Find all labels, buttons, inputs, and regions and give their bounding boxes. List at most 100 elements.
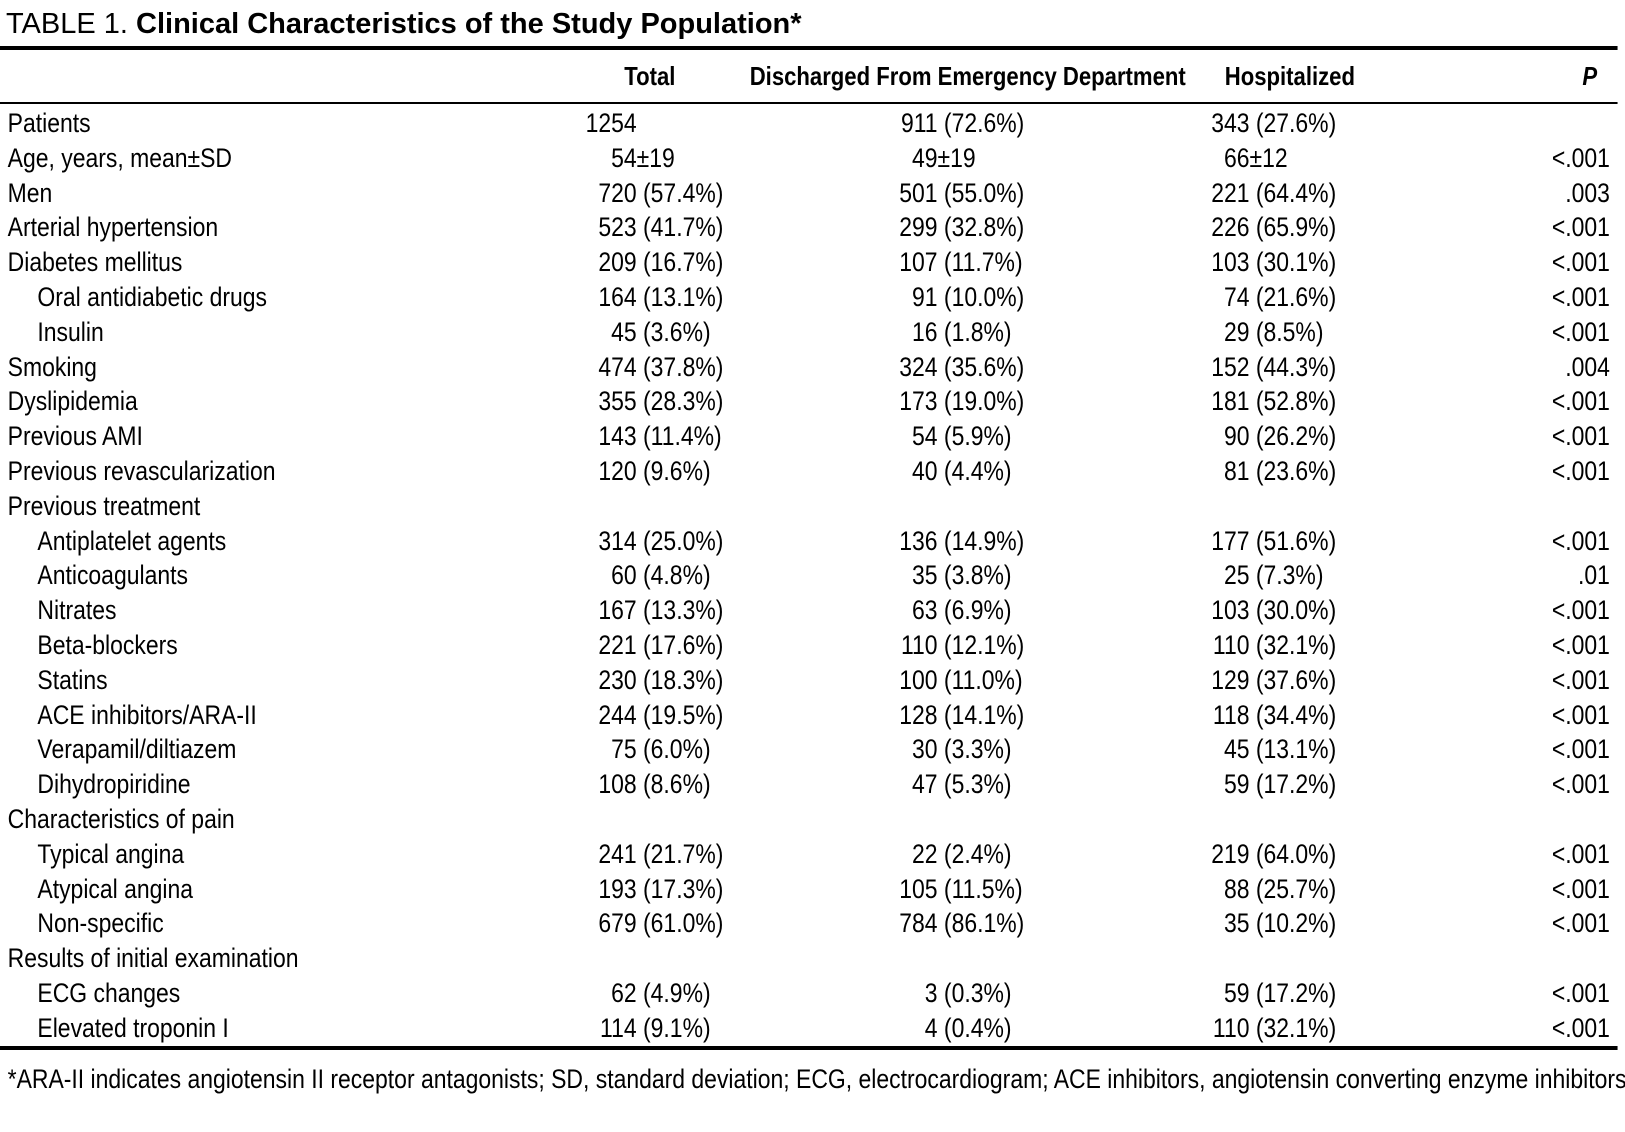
cell-total bbox=[500, 941, 800, 976]
cell-discharged: 22 (2.4%) bbox=[800, 837, 1136, 872]
total-percent: (18.3%) bbox=[636, 664, 724, 695]
hospitalized-count: 66 bbox=[1223, 142, 1250, 173]
discharged-count: 22 bbox=[912, 838, 938, 869]
cell-hospitalized: 103 (30.1%) bbox=[1136, 245, 1445, 280]
cell-total: 314 (25.0%) bbox=[500, 524, 800, 559]
hospitalized-count: 219 bbox=[1211, 838, 1250, 869]
cell-total bbox=[500, 489, 800, 524]
discharged-count: 35 bbox=[912, 560, 938, 591]
cell-discharged: 4 (0.4%) bbox=[800, 1011, 1136, 1046]
cell-discharged: 54 (5.9%) bbox=[800, 419, 1136, 454]
hospitalized-count: 343 bbox=[1211, 108, 1250, 138]
discharged-count: 105 bbox=[899, 873, 938, 904]
cell-hospitalized bbox=[1136, 802, 1445, 837]
table-row: Dyslipidemia 355 (28.3%) 173 (19.0%) 181… bbox=[0, 384, 1618, 419]
total-count: 193 bbox=[598, 873, 637, 904]
column-header-total: Total bbox=[624, 61, 676, 91]
hospitalized-percent: (27.6%) bbox=[1249, 108, 1337, 138]
cell-p-value: <.001 bbox=[1551, 142, 1610, 173]
table-row: Antiplatelet agents 314 (25.0%) 136 (14.… bbox=[0, 524, 1618, 559]
table-row: Age, years, mean±SD 54±19 49±19 66±12 <.… bbox=[0, 141, 1618, 176]
discharged-percent: (14.9%) bbox=[937, 525, 1025, 556]
cell-total: 209 (16.7%) bbox=[500, 245, 800, 280]
cell-hospitalized: 181 (52.8%) bbox=[1136, 384, 1445, 419]
table-row: Typical angina 241 (21.7%) 22 (2.4%) 219… bbox=[0, 837, 1618, 872]
hospitalized-count: 59 bbox=[1223, 977, 1250, 1008]
table-row: Oral antidiabetic drugs 164 (13.1%) 91 (… bbox=[0, 280, 1618, 315]
cell-hospitalized: 110 (32.1%) bbox=[1136, 1011, 1445, 1046]
total-count: 62 bbox=[611, 977, 637, 1008]
cell-total: 62 (4.9%) bbox=[500, 976, 800, 1011]
cell-total: 114 (9.1%) bbox=[500, 1011, 800, 1046]
discharged-count: 4 bbox=[924, 1012, 938, 1043]
total-percent: (13.1%) bbox=[636, 281, 724, 312]
total-count: 114 bbox=[600, 1012, 637, 1043]
cell-p-value: <.001 bbox=[1551, 595, 1610, 626]
discharged-count: 136 bbox=[899, 525, 938, 556]
row-label: Patients bbox=[7, 108, 91, 138]
total-count: 1254 bbox=[585, 108, 637, 138]
total-percent: ±19 bbox=[636, 142, 675, 173]
cell-hospitalized: 221 (64.4%) bbox=[1136, 176, 1445, 211]
total-count: 221 bbox=[598, 629, 637, 660]
total-percent: (4.8%) bbox=[636, 560, 711, 591]
total-percent: (3.6%) bbox=[636, 316, 711, 347]
column-header-discharged: Discharged From Emergency Department bbox=[749, 61, 1186, 91]
hospitalized-count: 103 bbox=[1211, 247, 1250, 278]
cell-total: 45 (3.6%) bbox=[500, 315, 800, 350]
discharged-count: 173 bbox=[899, 386, 938, 417]
table-row: Elevated troponin I 114 (9.1%) 4 (0.4%) … bbox=[0, 1011, 1618, 1046]
row-label: Previous treatment bbox=[7, 490, 201, 521]
cell-hospitalized: 29 (8.5%) bbox=[1136, 315, 1445, 350]
cell-hospitalized: 88 (25.7%) bbox=[1136, 872, 1445, 907]
cell-hospitalized: 226 (65.9%) bbox=[1136, 210, 1445, 245]
cell-total: 523 (41.7%) bbox=[500, 210, 800, 245]
row-label: Beta-blockers bbox=[37, 629, 178, 660]
cell-hospitalized: 25 (7.3%) bbox=[1136, 558, 1445, 593]
hospitalized-count: 110 bbox=[1212, 629, 1250, 660]
cell-hospitalized bbox=[1136, 489, 1445, 524]
total-percent: (19.5%) bbox=[636, 699, 724, 730]
total-percent: (61.0%) bbox=[636, 908, 724, 939]
cell-p-value: <.001 bbox=[1551, 664, 1610, 695]
cell-total: 120 (9.6%) bbox=[500, 454, 800, 489]
cell-p-value: <.001 bbox=[1551, 838, 1610, 869]
hospitalized-count: 221 bbox=[1211, 177, 1250, 208]
cell-discharged: 63 (6.9%) bbox=[800, 593, 1136, 628]
hospitalized-count: 35 bbox=[1223, 908, 1250, 939]
table-row: Atypical angina 193 (17.3%) 105 (11.5%) … bbox=[0, 872, 1618, 907]
table-row: Previous treatment bbox=[0, 489, 1618, 524]
discharged-count: 91 bbox=[912, 281, 938, 312]
total-count: 167 bbox=[598, 595, 637, 626]
total-count: 679 bbox=[598, 908, 637, 939]
total-percent: (17.6%) bbox=[636, 629, 724, 660]
cell-discharged bbox=[800, 941, 1136, 976]
table-row: Characteristics of pain bbox=[0, 802, 1618, 837]
cell-hospitalized bbox=[1136, 941, 1445, 976]
discharged-percent: (35.6%) bbox=[937, 351, 1025, 382]
cell-discharged: 299 (32.8%) bbox=[800, 210, 1136, 245]
cell-discharged: 501 (55.0%) bbox=[800, 176, 1136, 211]
table-row: Patients 1254 911 (72.6%) 343 (27.6%) bbox=[0, 106, 1618, 141]
cell-hospitalized: 81 (23.6%) bbox=[1136, 454, 1445, 489]
hospitalized-percent: (17.2%) bbox=[1249, 769, 1337, 800]
discharged-percent: (19.0%) bbox=[937, 386, 1025, 417]
discharged-count: 16 bbox=[912, 316, 938, 347]
discharged-percent: (32.8%) bbox=[937, 212, 1025, 243]
total-count: 230 bbox=[598, 664, 637, 695]
hospitalized-percent: (10.2%) bbox=[1249, 908, 1337, 939]
cell-discharged: 110 (12.1%) bbox=[800, 628, 1136, 663]
table-row: Non-specific 679 (61.0%) 784 (86.1%) 35 … bbox=[0, 906, 1618, 941]
hospitalized-percent: (32.1%) bbox=[1249, 629, 1337, 660]
cell-total: 244 (19.5%) bbox=[500, 698, 800, 733]
discharged-percent: (12.1%) bbox=[937, 629, 1025, 660]
discharged-count: 47 bbox=[912, 769, 938, 800]
cell-p-value: .01 bbox=[1577, 560, 1610, 591]
row-label: Previous AMI bbox=[7, 421, 143, 452]
cell-discharged: 100 (11.0%) bbox=[800, 663, 1136, 698]
row-label: Insulin bbox=[37, 316, 104, 347]
cell-hospitalized: 103 (30.0%) bbox=[1136, 593, 1445, 628]
cell-p-value: <.001 bbox=[1551, 212, 1610, 243]
cell-p-value: <.001 bbox=[1551, 769, 1610, 800]
table-title-text: Clinical Characteristics of the Study Po… bbox=[136, 8, 802, 40]
